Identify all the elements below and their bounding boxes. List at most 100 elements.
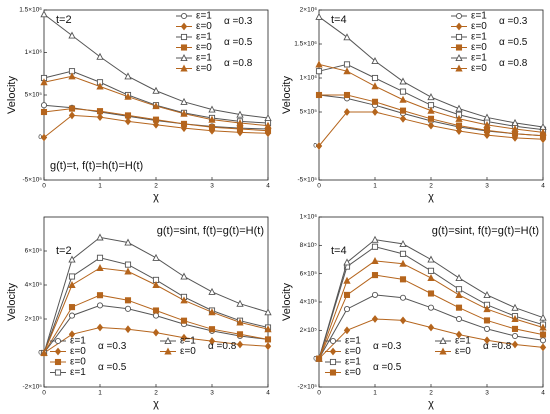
marker [152, 116, 160, 123]
marker [96, 82, 104, 90]
marker [371, 57, 379, 65]
marker [264, 342, 272, 351]
marker [180, 12, 188, 20]
x-tick-label: 4 [266, 183, 270, 190]
marker [152, 307, 160, 314]
marker [511, 303, 519, 311]
legend-label: ε=0 [345, 346, 361, 357]
marker [315, 68, 323, 75]
marker [208, 308, 216, 316]
marker [371, 272, 379, 279]
marker [315, 60, 323, 68]
legend-group-label: α =0.3 [98, 341, 127, 352]
marker [455, 304, 463, 311]
x-tick-label: 4 [541, 390, 545, 397]
marker [208, 105, 216, 113]
y-tick-label: 0 [313, 143, 317, 150]
marker [180, 33, 188, 41]
marker [264, 325, 272, 333]
marker [427, 304, 435, 311]
legend-label: ε=1 [180, 336, 196, 347]
marker [455, 127, 463, 135]
marker [455, 290, 463, 298]
legend-label: ε=1 [345, 357, 361, 368]
y-tick-label: 2×10⁵ [25, 316, 43, 323]
marker [180, 272, 188, 280]
marker [455, 33, 463, 41]
marker [483, 290, 491, 298]
marker [124, 297, 132, 304]
legend-group-label: α =0.8 [208, 341, 237, 352]
marker [180, 317, 188, 324]
x-axis-label: χ [428, 191, 434, 203]
marker [180, 333, 188, 342]
marker [68, 105, 76, 112]
marker [399, 250, 407, 257]
marker [96, 323, 104, 332]
legend-label: ε=0 [471, 21, 487, 32]
marker [40, 349, 48, 357]
marker [96, 254, 104, 261]
x-axis-label: χ [153, 191, 159, 203]
marker [371, 291, 379, 298]
y-tick-label: 8×10⁵ [300, 242, 318, 249]
marker [371, 98, 379, 105]
legend-label: ε=1 [345, 336, 361, 347]
marker [180, 296, 188, 304]
marker [124, 238, 132, 246]
marker [483, 317, 491, 324]
marker [455, 122, 463, 129]
x-tick-label: 4 [266, 390, 270, 397]
y-axis-label: Velocity [281, 76, 293, 114]
y-tick-label: 4×10⁵ [300, 299, 318, 306]
legend-group-label: α =0.8 [483, 341, 512, 352]
y-tick-label: 0 [38, 134, 42, 141]
marker [343, 108, 351, 116]
y-tick-label: 5×10⁵ [25, 92, 43, 99]
series-line [318, 94, 544, 137]
marker [236, 119, 244, 127]
marker [427, 115, 435, 122]
y-axis-label: Velocity [281, 283, 293, 321]
legend-label: ε=0 [196, 21, 212, 32]
marker [264, 113, 272, 121]
marker [329, 369, 337, 376]
x-tick-label: 1 [98, 390, 102, 397]
marker [343, 276, 351, 284]
marker [68, 111, 76, 120]
marker [455, 22, 463, 31]
marker [329, 358, 337, 366]
marker [483, 305, 491, 313]
legend-label: ε=1 [196, 53, 212, 64]
marker [124, 72, 132, 80]
marker [343, 61, 351, 68]
marker [152, 281, 160, 289]
marker [236, 340, 244, 349]
marker [483, 120, 491, 128]
marker [96, 108, 104, 115]
marker [236, 110, 244, 118]
marker [264, 336, 272, 343]
marker [54, 337, 62, 345]
annotation: g(t)=sint, f(t)=g(t)=H(t) [157, 225, 264, 237]
marker [54, 347, 62, 356]
y-tick-label: 2×10⁵ [300, 327, 318, 334]
y-tick-label: -5×10⁵ [23, 177, 43, 184]
marker [399, 88, 407, 95]
legend-group-label: α =0.5 [499, 37, 528, 48]
marker [343, 258, 351, 266]
marker [96, 264, 104, 272]
x-tick-label: 2 [154, 183, 158, 190]
marker [511, 315, 519, 323]
marker [329, 337, 337, 345]
panel-title: t=4 [331, 245, 347, 257]
legend-group-label: α =0.3 [499, 16, 528, 27]
marker [427, 121, 435, 130]
marker [264, 308, 272, 316]
marker [124, 117, 132, 126]
marker [427, 323, 435, 332]
marker [96, 302, 104, 309]
